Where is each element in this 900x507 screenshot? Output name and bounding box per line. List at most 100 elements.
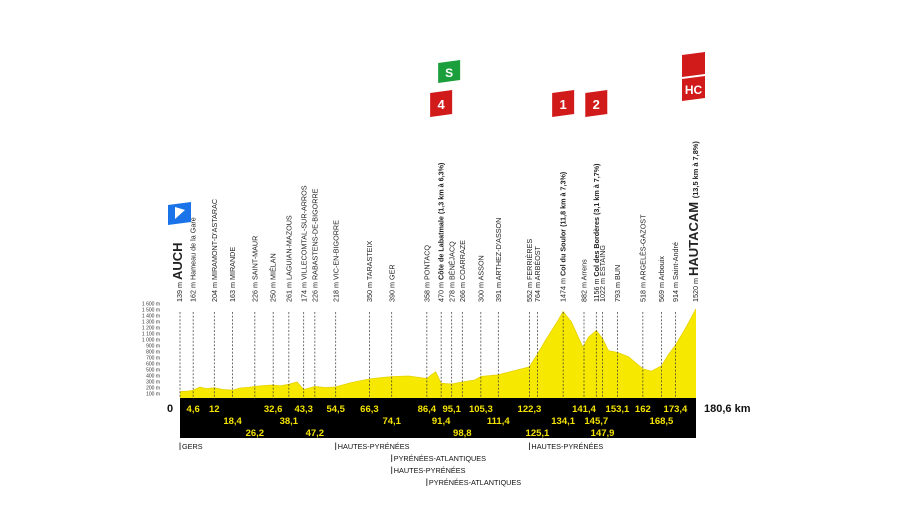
waypoint-label: 391 m ARTHEZ-D'ASSON (494, 218, 503, 302)
profile-line (179, 308, 697, 393)
profile-area (180, 308, 696, 398)
waypoint-label: 261 m LAGUIAN-MAZOUS (284, 215, 293, 302)
altitude-tick-label: 1 100 m (142, 332, 160, 338)
km-label: 173,4 (664, 404, 688, 415)
finish-flag (682, 52, 705, 77)
km-start-label: 0 (167, 403, 173, 415)
waypoint-label: 793 m BUN (613, 265, 622, 302)
altitude-tick-label: 400 m (146, 374, 160, 380)
region-label: HAUTES-PYRÉNÉES (531, 442, 603, 451)
region-label: HAUTES-PYRÉNÉES (394, 466, 466, 475)
waypoint-label: 1474 m Col du Soulor (11,8 km à 7,3%) (559, 171, 568, 302)
altitude-tick-label: 500 m (146, 368, 160, 374)
waypoint-label: 552 m FERRIÈRES (525, 239, 534, 302)
km-label: 153,1 (606, 404, 630, 415)
region-label: PYRÉNÉES-ATLANTIQUES (394, 454, 486, 463)
km-label: 38,1 (280, 416, 299, 427)
profile-area-layer (179, 308, 697, 398)
km-label: 54,5 (326, 404, 345, 415)
climb-badge-label: 2 (593, 97, 600, 112)
altitude-tick-label: 800 m (146, 350, 160, 356)
km-label: 47,2 (306, 428, 325, 439)
climb-badges: 4 1 2 HC S (430, 52, 705, 117)
km-band: 0 180,6 km 4,6 12 32,6 43,3 54,5 66,3 86,4 95,1 10… (167, 398, 751, 439)
waypoint-label: 914 m Saint-André (671, 242, 680, 302)
km-label: 111,4 (487, 416, 510, 427)
waypoint-label: 204 m MIRAMONT-D'ASTARAC (210, 199, 219, 302)
waypoint-label: 174 m VILLECOMTAL-SUR-ARROS (299, 185, 308, 302)
climb-badge (430, 90, 453, 117)
altitude-tick-label: 1 600 m (142, 302, 160, 308)
altitude-tick-label: 1 400 m (142, 314, 160, 320)
km-label: 145,7 (584, 416, 608, 427)
start-arrow-icon (175, 207, 185, 219)
km-label: 95,1 (442, 404, 461, 415)
waypoint-label: 250 m MIÉLAN (269, 253, 278, 302)
waypoint-label: 226 m SAINT-MAUR (250, 236, 259, 302)
altitude-tick-label: 1 500 m (142, 308, 160, 314)
waypoint-label: 266 m COARRAZE (458, 240, 467, 302)
km-label: 168,5 (650, 416, 674, 427)
km-label: 134,1 (551, 416, 575, 427)
altitude-tick-label: 200 m (146, 386, 160, 392)
climb-badge-hc (682, 76, 705, 101)
waypoint-label: 163 m MIRANDE (228, 247, 237, 302)
km-label: 74,1 (382, 416, 401, 427)
climb-badge (552, 90, 575, 117)
waypoint-label: 1520 m HAUTACAM (13,5 km à 7,8%) (686, 141, 701, 302)
waypoint-label: 390 m GER (387, 264, 396, 302)
sprint-badge-label: S (445, 66, 453, 80)
waypoint-label: 470 m Côte de Labatmale (1,3 km à 6,3%) (437, 162, 446, 302)
altitude-tick-label: 100 m (146, 392, 160, 398)
altitude-tick-label: 1 300 m (142, 320, 160, 326)
waypoint-label: 162 m Hameau de la Gare (189, 217, 198, 302)
climb-badge-label: 1 (560, 97, 567, 112)
waypoint-label: 569 m Arbouix (657, 256, 666, 302)
altitude-tick-label: 700 m (146, 356, 160, 362)
altitude-tick-label: 600 m (146, 362, 160, 368)
km-label: 91,4 (432, 416, 451, 427)
region-labels: GERS HAUTES-PYRÉNÉES PYRÉNÉES-ATLANTIQUES H… (179, 442, 603, 487)
sprint-badge (438, 60, 461, 83)
waypoint-label: 226 m RABASTENS-DE-BIGORRE (310, 188, 319, 302)
climb-badge-label: 4 (438, 97, 446, 112)
km-label: 66,3 (360, 404, 379, 415)
climb-badge-label: HC (685, 83, 703, 97)
region-label: HAUTES-PYRÉNÉES (338, 442, 410, 451)
altitude-tick-label: 1 200 m (142, 326, 160, 332)
altitude-tick-label: 900 m (146, 344, 160, 350)
km-label: 162 (635, 404, 651, 415)
km-total-label: 180,6 km (704, 403, 751, 415)
km-label: 125,1 (526, 428, 550, 439)
region-label: GERS (182, 442, 203, 451)
region-label: PYRÉNÉES-ATLANTIQUES (429, 478, 521, 487)
km-label: 86,4 (418, 404, 437, 415)
km-label: 122,3 (518, 404, 542, 415)
km-label: 26,2 (246, 428, 265, 439)
km-label: 141,4 (572, 404, 596, 415)
km-label: 98,8 (453, 428, 472, 439)
waypoint-label: 350 m TARASTEIX (365, 241, 374, 302)
waypoint-label: 358 m PONTACQ (422, 245, 431, 302)
waypoint-label: 764 m ARBÉOST (533, 245, 542, 302)
waypoint-label: 518 m ARGELÈS-GAZOST (638, 214, 647, 302)
waypoint-label: 1156 m Col des Bordères (3,1 km à 7,7%) (592, 163, 601, 302)
waypoint-label: 1022 m ESTAING (598, 245, 607, 302)
altitude-axis: 1 600 m1 500 m1 400 m1 300 m1 200 m1 100… (142, 302, 160, 398)
waypoint-label: 882 m Arrens (580, 259, 589, 302)
km-label: 147,9 (591, 428, 615, 439)
waypoint-label: 300 m ASSON (476, 255, 485, 302)
km-label: 18,4 (223, 416, 242, 427)
waypoint-label: 218 m VIC-EN-BIGORRE (331, 220, 340, 302)
altitude-tick-label: 300 m (146, 380, 160, 386)
altitude-tick-label: 1 000 m (142, 338, 160, 344)
km-label: 32,6 (264, 404, 283, 415)
waypoint-label: 278 m BÉNÉJACQ (447, 241, 456, 302)
km-label: 4,6 (187, 404, 200, 415)
km-label: 105,3 (469, 404, 493, 415)
waypoint-label: 139 m AUCH (170, 242, 185, 302)
climb-badge (585, 90, 608, 117)
km-band-rect (180, 398, 696, 438)
km-label: 43,3 (294, 404, 313, 415)
